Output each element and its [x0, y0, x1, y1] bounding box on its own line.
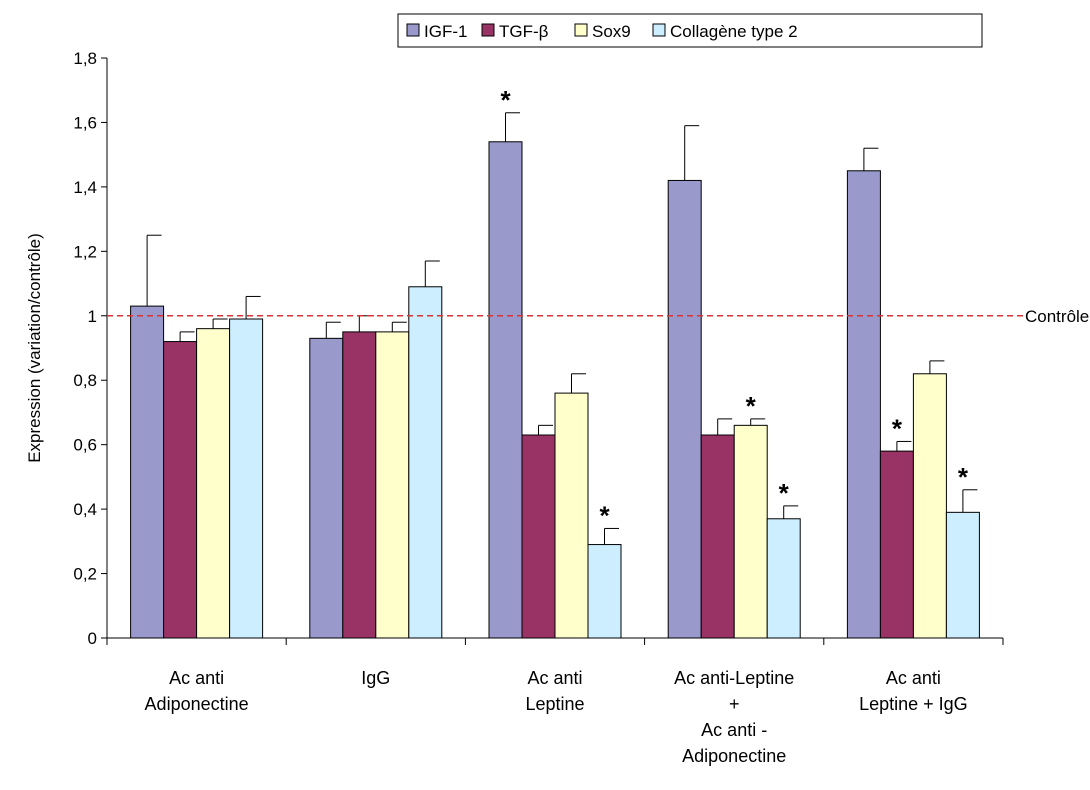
- legend-swatch: [574, 23, 588, 37]
- category-label: Ac anti: [527, 668, 582, 688]
- category-label: Ac anti: [169, 668, 224, 688]
- reference-line-label: Contrôle: [1025, 307, 1089, 326]
- legend-swatch: [406, 23, 420, 37]
- legend-label: TGF-β: [499, 22, 549, 41]
- bar: [488, 141, 523, 639]
- bar: [554, 392, 589, 639]
- bar: [408, 286, 443, 639]
- bar: [846, 170, 881, 639]
- y-axis-label: Expression (variation/contrôle): [25, 233, 44, 463]
- category-label: Leptine + IgG: [859, 694, 968, 714]
- bar: [196, 328, 231, 639]
- y-tick-label: 1,8: [73, 49, 97, 68]
- bar: [229, 318, 264, 639]
- significance-marker: *: [599, 500, 610, 530]
- bar: [375, 331, 410, 639]
- category-label: Adiponectine: [682, 746, 786, 766]
- significance-marker: *: [779, 478, 790, 508]
- legend-swatch: [481, 23, 495, 37]
- category-label: Adiponectine: [145, 694, 249, 714]
- bar: [309, 337, 344, 639]
- significance-marker: *: [746, 391, 757, 421]
- y-tick-label: 1,4: [73, 178, 97, 197]
- bar: [342, 331, 377, 639]
- bar: [945, 511, 980, 639]
- y-tick-label: 0: [88, 629, 97, 648]
- category-label: Ac anti-Leptine: [674, 668, 794, 688]
- significance-marker: *: [500, 85, 511, 115]
- y-tick-label: 0,2: [73, 565, 97, 584]
- bar: [879, 450, 914, 639]
- y-tick-label: 1,6: [73, 113, 97, 132]
- bar: [163, 341, 198, 639]
- y-tick-label: 0,8: [73, 371, 97, 390]
- bar: [521, 434, 556, 639]
- legend-label: Collagène type 2: [670, 22, 798, 41]
- bar: [700, 434, 735, 639]
- bar: [130, 305, 165, 639]
- category-label: Ac anti -: [701, 720, 767, 740]
- category-label: Leptine: [525, 694, 584, 714]
- legend-label: Sox9: [592, 22, 631, 41]
- bar: [587, 544, 622, 639]
- bar: [766, 518, 801, 639]
- y-tick-label: 0,4: [73, 500, 97, 519]
- bar: [912, 373, 947, 639]
- y-tick-label: 1: [88, 307, 97, 326]
- category-label: +: [729, 694, 740, 714]
- legend-label: IGF-1: [424, 22, 467, 41]
- legend-swatch: [652, 23, 666, 37]
- y-tick-label: 1,2: [73, 242, 97, 261]
- significance-marker: *: [958, 462, 969, 492]
- legend-box: [397, 13, 983, 48]
- category-label: Ac anti: [886, 668, 941, 688]
- y-tick-label: 0,6: [73, 436, 97, 455]
- significance-marker: *: [892, 413, 903, 443]
- bar: [667, 179, 702, 639]
- bar: [733, 424, 768, 639]
- category-label: IgG: [361, 668, 390, 688]
